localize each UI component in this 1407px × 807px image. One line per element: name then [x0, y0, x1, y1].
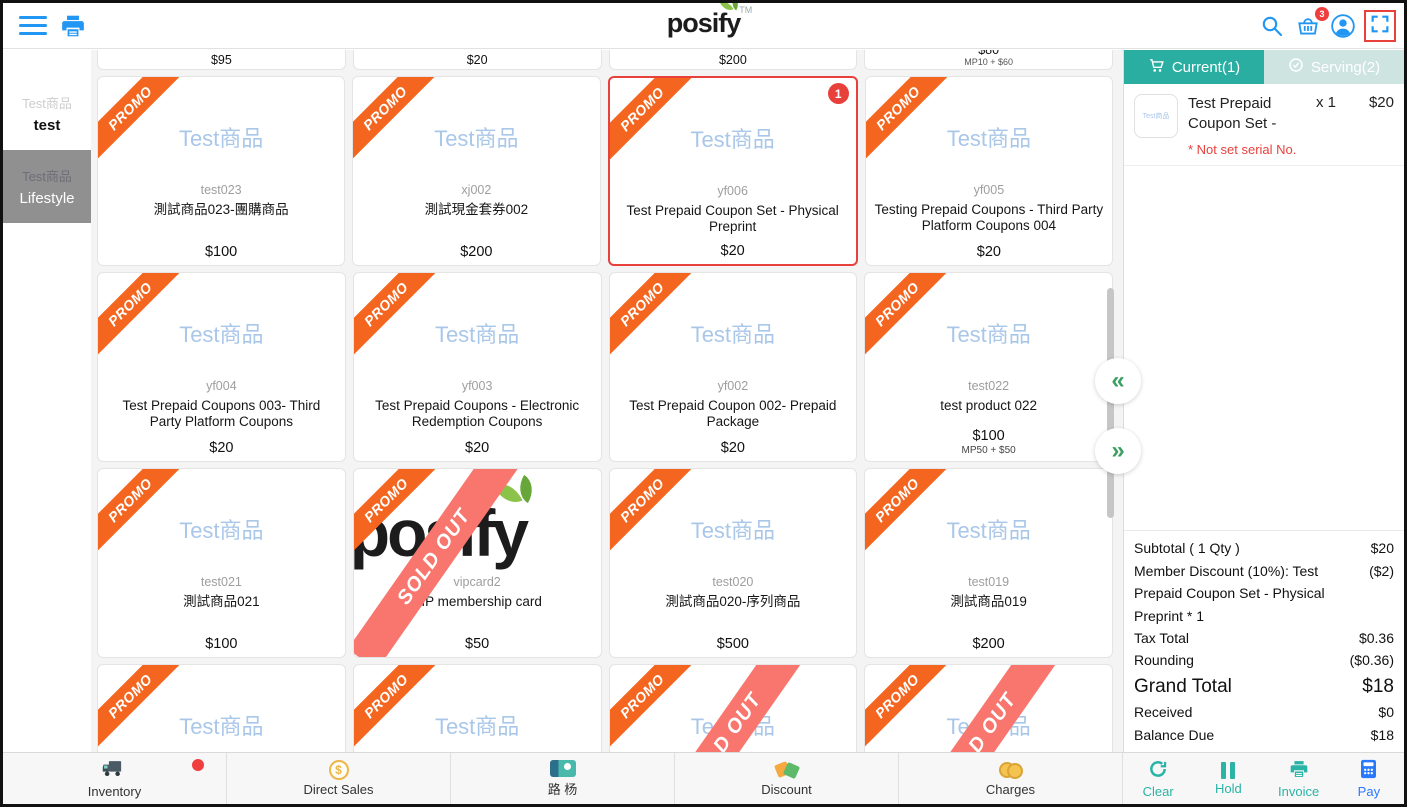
- product-card-yf002[interactable]: PROMO Test商品 yf002 Test Prepaid Coupon 0…: [608, 272, 858, 462]
- member-card-icon: [549, 759, 576, 777]
- printer-icon: [1289, 759, 1309, 782]
- bottom-action-bar: Inventory $ Direct Sales 路 杨 Discount Ch…: [3, 752, 1404, 804]
- direct-sales-button[interactable]: $ Direct Sales: [227, 753, 451, 804]
- fullscreen-icon[interactable]: [1369, 13, 1391, 40]
- cart-item[interactable]: Test商品 Test Prepaid Coupon Set - x 1 $20…: [1124, 84, 1404, 166]
- category-sidebar: Test商品 test Test商品 Lifestyle: [3, 50, 91, 752]
- hold-button[interactable]: Hold: [1193, 753, 1263, 804]
- print-icon[interactable]: [59, 12, 87, 40]
- inventory-button[interactable]: Inventory: [3, 753, 227, 804]
- received-row: Received $0: [1134, 704, 1394, 721]
- product-card[interactable]: PROMO Test商品: [352, 664, 602, 752]
- totals-section: Subtotal ( 1 Qty ) $20 Member Discount (1…: [1124, 530, 1404, 752]
- basket-count-badge: 3: [1315, 7, 1329, 21]
- product-card-test021[interactable]: PROMO Test商品 test021 測試商品021 $100: [97, 468, 346, 658]
- tab-current[interactable]: Current(1): [1124, 50, 1264, 84]
- product-card-test019[interactable]: PROMO Test商品 test019 測試商品019 $200: [864, 468, 1113, 658]
- product-card-yf005[interactable]: PROMO Test商品 yf005 Testing Prepaid Coupo…: [864, 76, 1113, 266]
- product-card-test022[interactable]: PROMO Test商品 test022 test product 022 $1…: [864, 272, 1113, 462]
- product-row: PROMO Test商品 test021 測試商品021 $100 posify…: [97, 468, 1113, 658]
- product-card[interactable]: PROMO SOLD OUT Test商品: [864, 664, 1113, 752]
- member-discount-row: Member Discount (10%): Test Prepaid Coup…: [1134, 562, 1394, 624]
- truck-icon: [101, 759, 129, 782]
- product-card[interactable]: $200: [608, 50, 858, 70]
- product-card-xj002[interactable]: PROMO Test商品 xj002 測試現金套券002 $200: [352, 76, 601, 266]
- discount-tags-icon: [773, 760, 800, 780]
- menu-icon[interactable]: [19, 16, 47, 40]
- product-row: PROMO Test商品 yf004 Test Prepaid Coupons …: [97, 272, 1113, 462]
- refresh-icon: [1148, 759, 1168, 782]
- search-icon[interactable]: [1258, 12, 1286, 40]
- subtotal-row: Subtotal ( 1 Qty ) $20: [1134, 540, 1394, 557]
- notification-dot: [192, 759, 204, 771]
- product-card[interactable]: $20: [352, 50, 602, 70]
- tax-total-row: Tax Total $0.36: [1134, 630, 1394, 646]
- cart-item-thumbnail: Test商品: [1134, 94, 1178, 138]
- fullscreen-highlight-box: [1364, 10, 1396, 42]
- sidebar-item-lifestyle[interactable]: Test商品 Lifestyle: [3, 150, 91, 223]
- product-card[interactable]: PROMO SOLD OUT Test商品: [608, 664, 858, 752]
- product-row-partial-top: $95 $20 $200 $80 MP10 + $60: [97, 50, 1113, 70]
- pause-icon: [1221, 761, 1236, 779]
- product-row: PROMO Test商品 test023 測試商品023-團購商品 $100 P…: [97, 76, 1113, 266]
- discount-button[interactable]: Discount: [675, 753, 899, 804]
- user-icon[interactable]: [1329, 12, 1357, 40]
- top-bar: posify TM 3: [3, 3, 1404, 49]
- product-card-vipcard2[interactable]: posify PROMO SOLD OUT vipcard2 VIP membe…: [352, 468, 602, 658]
- rounding-row: Rounding ($0.36): [1134, 652, 1394, 669]
- product-row-partial-bottom: PROMO Test商品 PROMO Test商品 PROMO SOLD OUT…: [97, 664, 1113, 752]
- posify-logo: posify TM: [667, 3, 752, 39]
- cart-panel: Current(1) Serving(2) Test商品 Test Prepai…: [1123, 50, 1404, 752]
- calculator-icon: [1359, 759, 1378, 782]
- cart-item-qty: x 1: [1316, 94, 1337, 111]
- serial-warning: * Not set serial No.: [1188, 142, 1297, 157]
- member-button[interactable]: 路 杨: [451, 753, 675, 804]
- product-card-yf003[interactable]: PROMO Test商品 yf003 Test Prepaid Coupons …: [352, 272, 602, 462]
- cart-icon: [1148, 57, 1165, 78]
- pay-button[interactable]: Pay: [1334, 753, 1404, 804]
- product-card-test023[interactable]: PROMO Test商品 test023 測試商品023-團購商品 $100: [97, 76, 346, 266]
- page-up-button[interactable]: «: [1095, 358, 1141, 404]
- coins-icon: [997, 761, 1025, 780]
- quantity-badge: 1: [827, 83, 849, 104]
- product-card-yf004[interactable]: PROMO Test商品 yf004 Test Prepaid Coupons …: [97, 272, 346, 462]
- grand-total-row: Grand Total $18: [1134, 675, 1394, 697]
- basket-icon[interactable]: 3: [1294, 7, 1329, 40]
- cart-item-name: Test Prepaid Coupon Set -: [1188, 95, 1277, 132]
- invoice-button[interactable]: Invoice: [1264, 753, 1334, 804]
- product-grid: $95 $20 $200 $80 MP10 + $60 PROMO Test商品 …: [91, 50, 1123, 752]
- balance-due-row: Balance Due $18: [1134, 726, 1394, 743]
- product-card[interactable]: $80 MP10 + $60: [864, 50, 1113, 70]
- charges-button[interactable]: Charges: [899, 753, 1123, 804]
- cart-item-price: $20: [1368, 94, 1394, 111]
- product-card[interactable]: PROMO Test商品: [97, 664, 346, 752]
- cart-tabs: Current(1) Serving(2): [1124, 50, 1404, 84]
- page-down-button[interactable]: »: [1095, 428, 1141, 474]
- dollar-coin-icon: $: [328, 760, 349, 780]
- product-card-yf006-selected[interactable]: PROMO 1 Test商品 yf006 Test Prepaid Coupon…: [607, 76, 858, 266]
- clear-button[interactable]: Clear: [1123, 753, 1193, 804]
- check-circle-icon: [1288, 57, 1304, 77]
- tab-serving[interactable]: Serving(2): [1264, 50, 1404, 84]
- product-card-test020[interactable]: PROMO Test商品 test020 測試商品020-序列商品 $500: [608, 468, 858, 658]
- product-card[interactable]: $95: [97, 50, 346, 70]
- sidebar-item-test[interactable]: Test商品 test: [22, 96, 72, 134]
